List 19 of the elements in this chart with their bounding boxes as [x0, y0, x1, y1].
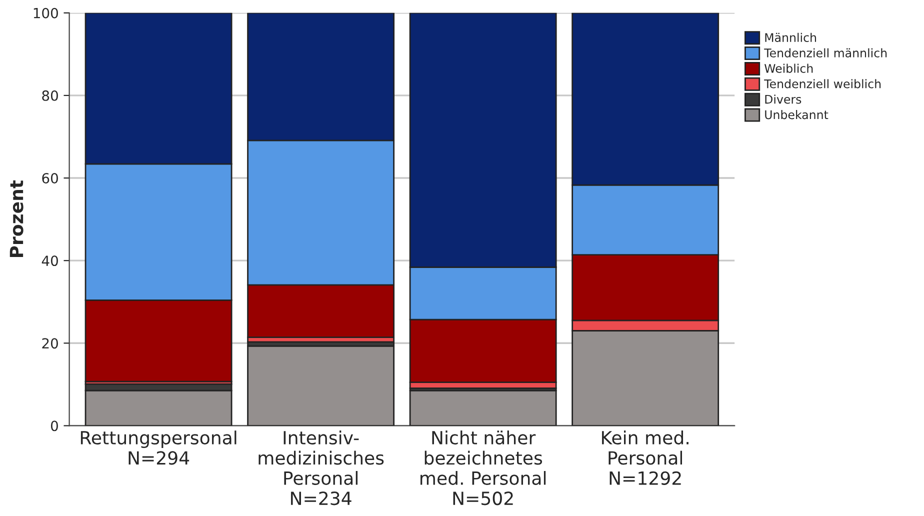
legend-label: Unbekannt: [765, 110, 828, 120]
legend-label: Tendenziell männlich: [764, 48, 887, 58]
y-tick-label: 40: [42, 256, 58, 266]
y-tick-label: 100: [34, 8, 58, 18]
x-tick-label: Nicht näher bezeichnetes med. Personal N=502: [420, 430, 546, 506]
bar: [409, 390, 557, 426]
y-tick-label: 60: [42, 172, 58, 184]
legend-label: Divers: [765, 94, 802, 104]
y-tick-label: 80: [42, 90, 58, 101]
y-tick-label: 0: [50, 420, 58, 432]
bar: [247, 345, 395, 426]
legend-label: Weiblich: [764, 64, 813, 73]
x-tick-label: Rettungspersonal N=294: [80, 430, 236, 465]
legend-label: Männlich: [765, 32, 816, 42]
x-tick-label: Kein med. Personal N=1292: [602, 430, 688, 485]
y-axis-title: Prozent: [10, 180, 24, 258]
y-tick-label: 20: [42, 338, 58, 349]
legend-label: Tendenziell weiblich: [764, 79, 881, 88]
x-tick-label: Intensiv- medizinisches Personal N=234: [258, 430, 384, 506]
